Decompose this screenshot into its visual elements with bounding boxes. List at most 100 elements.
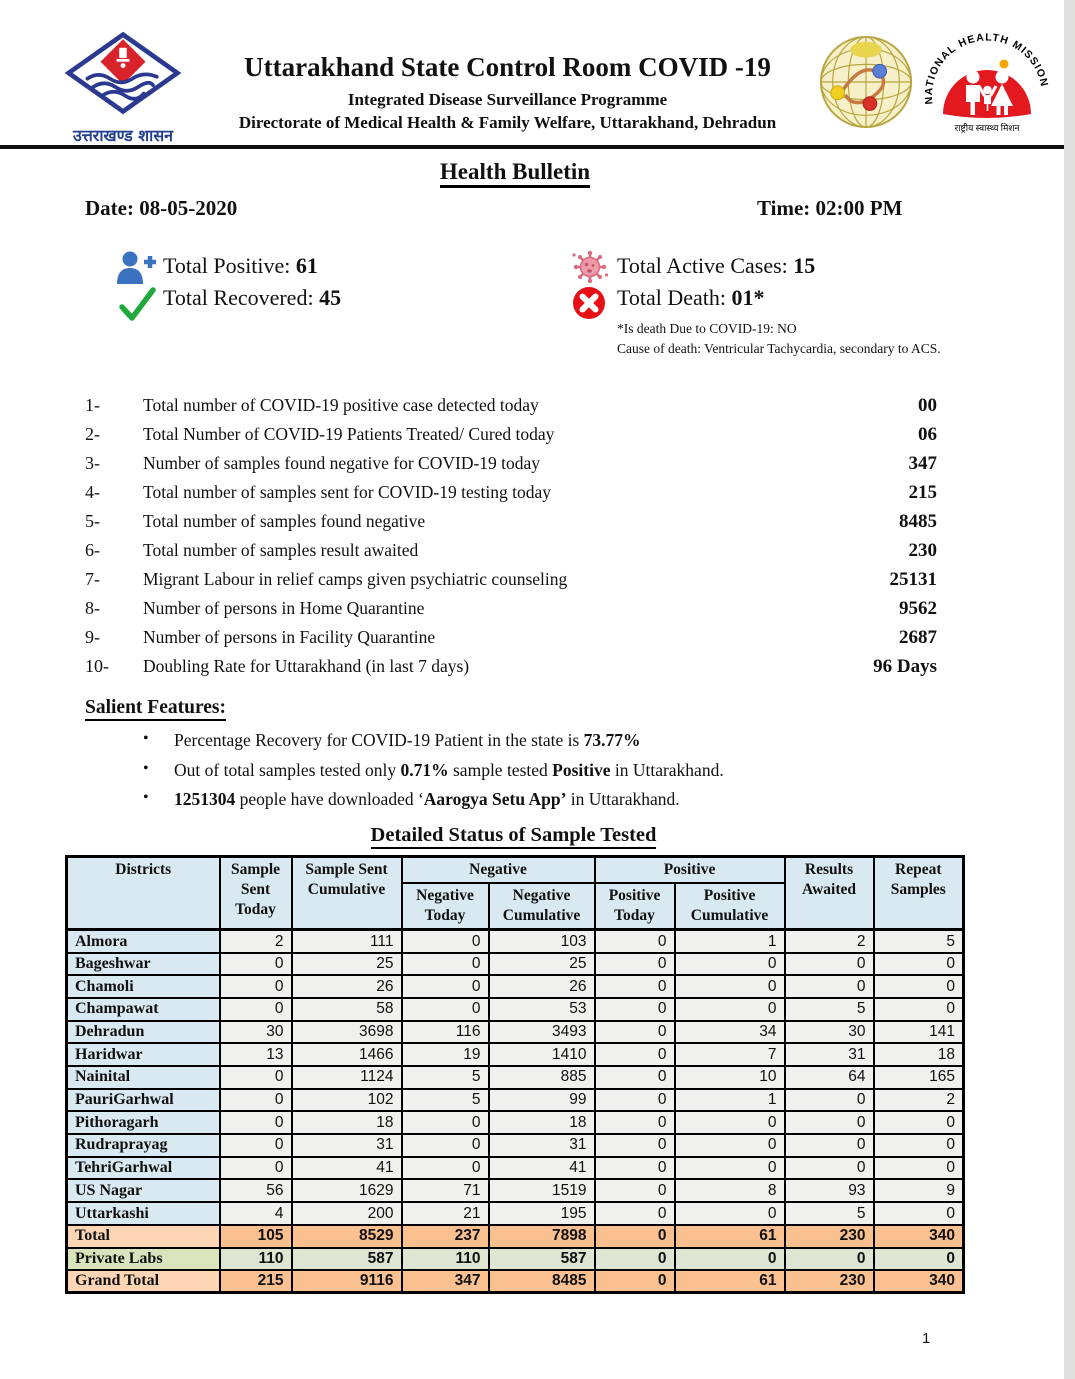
value-cell: 0 (673, 996, 786, 1022)
summary-list-row: 8- Number of persons in Home Quarantine 95… (85, 598, 937, 627)
value-cell: 0 (673, 1246, 786, 1272)
table-row: Chamoli 0 26 0 26 0 0 0 0 (65, 974, 965, 999)
value-cell: 165 (872, 1065, 965, 1090)
summary-list-row: 2- Total Number of COVID-19 Patients Trea… (85, 424, 937, 453)
summary-item-label: Migrant Labour in relief camps given psy… (143, 569, 568, 589)
value-cell: 215 (218, 1269, 293, 1294)
page-number: 1 (922, 1330, 931, 1347)
table-row: Nainital 0 1124 5 885 0 10 64 165 (65, 1065, 965, 1090)
value-cell: 0 (218, 951, 293, 977)
value-cell: 10 (673, 1065, 786, 1090)
value-cell: 5 (783, 1201, 875, 1226)
value-cell: 0 (400, 951, 490, 977)
summary-item-value: 06 (918, 424, 937, 445)
summary-item-value: 9562 (899, 598, 937, 619)
table-row: Bageshwar 0 25 0 25 0 0 0 0 (65, 951, 965, 977)
summary-item-number: 3- (85, 453, 100, 473)
value-cell: 230 (783, 1223, 875, 1249)
value-cell: 8485 (487, 1269, 596, 1294)
summary-item-label: Total number of samples found negative (143, 511, 426, 531)
value-cell: 9 (872, 1178, 965, 1204)
value-cell: 0 (593, 1133, 676, 1158)
summary-item-value: 347 (908, 453, 938, 474)
district-cell: Chamoli (65, 974, 221, 999)
total-recovered-value: 45 (319, 285, 342, 310)
value-cell: 587 (290, 1246, 403, 1272)
summary-item-value: 25131 (889, 569, 938, 590)
value-cell: 61 (673, 1269, 786, 1294)
uttarakhand-logo-caption: उत्तराखण्ड शासन (72, 126, 174, 145)
district-cell: TehriGarhwal (65, 1155, 221, 1181)
value-cell: 8 (673, 1178, 786, 1204)
value-cell: 19 (400, 1042, 490, 1068)
table-row: Rudraprayag 0 31 0 31 0 0 0 0 (65, 1133, 965, 1158)
value-cell: 7898 (487, 1223, 596, 1249)
value-cell: 25 (290, 951, 403, 977)
nhm-logo: NATIONAL HEALTH MISSION राष्ट्रीय स्वास्… (920, 24, 1054, 145)
district-cell: Uttarkashi (65, 1201, 221, 1226)
district-cell: Grand Total (65, 1269, 221, 1294)
total-positive-stat: Total Positive: 61 (163, 253, 318, 278)
value-cell: 34 (673, 1019, 786, 1045)
value-cell: 0 (400, 1110, 490, 1136)
summary-item-label: Number of persons in Home Quarantine (143, 598, 425, 618)
value-cell: 0 (783, 1246, 875, 1272)
table-body: Almora 2 111 0 103 0 1 2 5 Bageshwar 0 25 0 25 0 0 0 0 Cha… (65, 928, 965, 1294)
value-cell: 0 (673, 951, 786, 977)
value-cell: 0 (872, 1133, 965, 1158)
value-cell: 0 (872, 996, 965, 1022)
value-cell: 4 (218, 1201, 293, 1226)
summary-item-label: Number of persons in Facility Quarantine (143, 627, 436, 647)
value-cell: 0 (673, 1155, 786, 1181)
value-cell: 18 (487, 1110, 596, 1136)
value-cell: 102 (290, 1087, 403, 1113)
value-cell: 885 (487, 1065, 596, 1090)
idsp-logo (818, 34, 914, 135)
summary-item-value: 230 (908, 540, 938, 561)
value-cell: 0 (872, 1110, 965, 1136)
header-divider (0, 145, 1075, 149)
value-cell: 340 (872, 1223, 965, 1249)
value-cell: 1 (673, 1087, 786, 1113)
value-cell: 0 (673, 974, 786, 999)
summary-item-number: 4- (85, 482, 100, 502)
sample-tested-table: Districts Sample Sent Today Sample Sent … (65, 855, 966, 1295)
summary-item-number: 1- (85, 395, 100, 415)
nhm-bottom-text: राष्ट्रीय स्वास्थ्य मिशन (955, 122, 1021, 133)
district-cell: Haridwar (65, 1042, 221, 1068)
summary-item-label: Number of samples found negative for COV… (143, 453, 541, 473)
salient-bullet-text: Out of total samples tested only 0.71% s… (174, 759, 724, 780)
district-cell: Almora (65, 928, 221, 954)
summary-list-row: 9- Number of persons in Facility Quaranti… (85, 627, 937, 656)
value-cell: 0 (783, 1133, 875, 1158)
col-header-results-awaited: Results Awaited (783, 855, 875, 931)
value-cell: 18 (290, 1110, 403, 1136)
value-cell: 2 (872, 1087, 965, 1113)
summary-item-value: 00 (918, 395, 937, 416)
salient-features-heading: Salient Features: (85, 697, 226, 721)
total-death-stat: Total Death: 01* (617, 285, 765, 310)
value-cell: 0 (593, 1110, 676, 1136)
value-cell: 0 (593, 951, 676, 977)
table-row: Uttarkashi 4 200 21 195 0 0 5 0 (65, 1201, 965, 1226)
value-cell: 8529 (290, 1223, 403, 1249)
value-cell: 0 (593, 1201, 676, 1226)
district-cell: Total (65, 1223, 221, 1249)
summary-item-number: 9- (85, 627, 100, 647)
value-cell: 0 (783, 974, 875, 999)
salient-bullets: • Percentage Recovery for COVID-19 Patien… (143, 730, 943, 819)
value-cell: 2 (218, 928, 293, 954)
bullet-icon: • (143, 730, 149, 747)
value-cell: 0 (218, 1133, 293, 1158)
value-cell: 64 (783, 1065, 875, 1090)
value-cell: 0 (400, 928, 490, 954)
value-cell: 0 (400, 996, 490, 1022)
value-cell: 0 (593, 996, 676, 1022)
page-title: Uttarakhand State Control Room COVID -19 (244, 52, 771, 82)
salient-bullet-text: Percentage Recovery for COVID-19 Patient… (174, 730, 641, 750)
value-cell: 41 (290, 1155, 403, 1181)
summary-item-number: 10- (85, 656, 109, 676)
value-cell: 13 (218, 1042, 293, 1068)
date-label: Date: 08-05-2020 (85, 196, 238, 220)
